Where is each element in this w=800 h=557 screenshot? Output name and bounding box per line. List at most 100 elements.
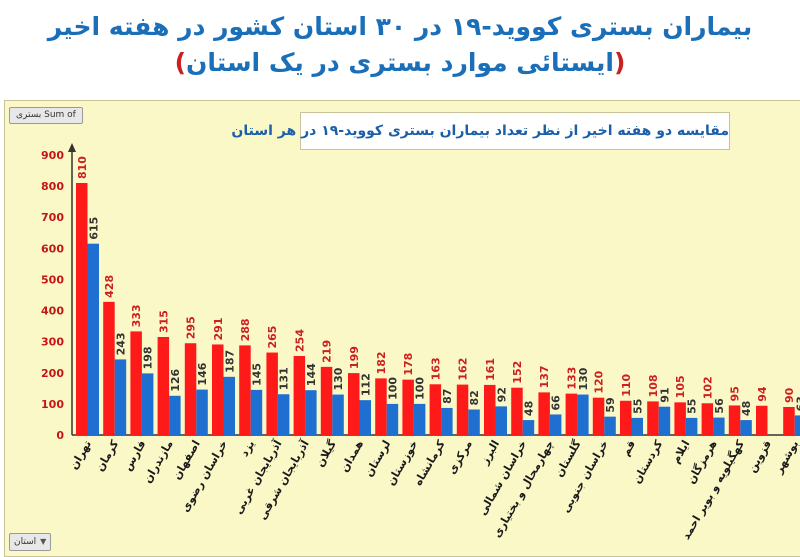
data-label-current-week: 254 [293, 329, 306, 352]
data-label-previous-week: 100 [414, 377, 427, 400]
subtitle-paren-close: ) [174, 48, 187, 77]
bar-current-week [157, 337, 170, 435]
bar-previous-week [196, 389, 208, 435]
data-label-current-week: 95 [729, 386, 742, 401]
data-label-previous-week: 55 [686, 399, 699, 414]
bar-previous-week [141, 373, 154, 435]
data-label-previous-week: 146 [196, 362, 209, 385]
subtitle-paren-open: ( [613, 48, 626, 77]
y-axis-arrow-icon [68, 143, 76, 152]
pivot-field-button[interactable]: Sum of بستری [9, 107, 83, 124]
data-label-previous-week: 66 [550, 395, 563, 411]
bar-previous-week [386, 403, 399, 435]
bar-current-week [620, 400, 632, 435]
page-title: بیماران بستری کووید-۱۹ در ۳۰ استان کشور … [0, 12, 800, 41]
y-tick-label: 700 [41, 211, 64, 224]
bar-previous-week [713, 417, 725, 435]
data-label-current-week: 90 [783, 387, 796, 403]
bar-current-week [266, 352, 278, 435]
bar-previous-week [577, 394, 589, 435]
chart-title-text: مقایسه دو هفته اخیر از نظر تعداد بیماران… [231, 123, 729, 139]
bar-current-week [293, 355, 306, 435]
y-tick-label: 0 [56, 429, 64, 442]
data-label-current-week: 161 [484, 358, 497, 381]
bar-current-week [592, 397, 605, 435]
bar-previous-week [250, 389, 263, 435]
bar-previous-week [685, 417, 698, 435]
data-label-previous-week: 48 [740, 401, 753, 416]
data-label-previous-week: 63 [794, 396, 800, 411]
data-label-previous-week: 131 [278, 367, 291, 390]
bar-current-week [728, 405, 741, 435]
bar-previous-week [549, 414, 562, 435]
bar-previous-week [441, 407, 453, 435]
data-label-current-week: 265 [266, 326, 279, 349]
data-label-previous-week: 243 [114, 332, 127, 355]
pivot-filter-button[interactable]: استان ▼ [9, 533, 52, 551]
bar-previous-week [658, 406, 671, 435]
bar-previous-week [114, 359, 127, 435]
bar-current-week [348, 373, 360, 435]
x-category-label: یزد [238, 438, 258, 459]
x-category-label: ایلام [669, 438, 692, 466]
bar-previous-week [604, 416, 616, 435]
data-label-previous-week: 130 [332, 367, 345, 390]
y-tick-label: 800 [41, 180, 64, 193]
bar-current-week [783, 407, 795, 435]
data-label-current-week: 105 [674, 375, 687, 398]
x-category-label: مرکزی [445, 438, 475, 477]
data-label-current-week: 94 [756, 386, 769, 402]
data-label-previous-week: 187 [223, 350, 236, 373]
data-label-previous-week: 126 [169, 368, 182, 391]
bar-current-week [184, 343, 197, 435]
data-label-current-week: 333 [130, 304, 143, 327]
x-category-label: قم [619, 438, 638, 458]
data-label-previous-week: 82 [468, 390, 481, 405]
bar-previous-week [631, 417, 643, 435]
data-label-current-week: 162 [457, 358, 470, 381]
page-subtitle: (ایستائی موارد بستری در یک استان) [0, 48, 800, 77]
x-category-label: بوشهر [772, 438, 800, 477]
data-label-current-week: 137 [538, 365, 551, 388]
data-label-previous-week: 112 [359, 373, 372, 396]
data-label-current-week: 295 [185, 316, 198, 339]
bar-current-week [103, 301, 115, 435]
x-category-label: کرمان [93, 437, 121, 473]
data-label-current-week: 120 [593, 370, 606, 393]
data-label-current-week: 110 [620, 373, 633, 396]
bar-previous-week [169, 395, 181, 435]
bar-current-week [429, 384, 442, 435]
data-label-previous-week: 130 [577, 367, 590, 390]
y-tick-label: 400 [41, 305, 64, 318]
data-label-previous-week: 144 [305, 363, 318, 386]
y-tick-label: 500 [41, 273, 64, 286]
page-title-text: بیماران بستری کووید-۱۹ در ۳۰ استان کشور … [47, 12, 753, 41]
bar-current-week [212, 344, 224, 435]
data-label-current-week: 291 [212, 317, 225, 340]
bar-current-week [701, 403, 714, 435]
y-tick-label: 100 [41, 398, 64, 411]
chart-area: Sum of بستری استان ▼ [4, 100, 800, 557]
bar-previous-week [359, 400, 371, 435]
bar-previous-week [277, 394, 290, 435]
data-label-previous-week: 145 [250, 363, 263, 386]
data-label-current-week: 810 [76, 156, 89, 179]
y-tick-label: 300 [41, 336, 64, 349]
chart-title: مقایسه دو هفته اخیر از نظر تعداد بیماران… [231, 112, 730, 150]
data-label-previous-week: 615 [87, 217, 100, 240]
data-label-current-week: 133 [565, 367, 578, 390]
x-category-label: فارس [121, 438, 149, 473]
bar-previous-week [87, 243, 99, 435]
data-label-previous-week: 198 [142, 346, 155, 369]
x-category-label: البرز [478, 438, 503, 468]
x-category-label: تهران [67, 438, 94, 472]
x-category-label: قزوین [745, 438, 774, 475]
bar-current-week [647, 401, 659, 435]
bar-current-week [76, 183, 88, 435]
x-category-label: همدان [338, 438, 367, 474]
bar-current-week [538, 392, 550, 435]
bar-current-week [456, 384, 469, 435]
data-label-previous-week: 59 [604, 397, 617, 412]
data-label-current-week: 428 [103, 275, 116, 298]
bar-current-week [402, 379, 414, 435]
